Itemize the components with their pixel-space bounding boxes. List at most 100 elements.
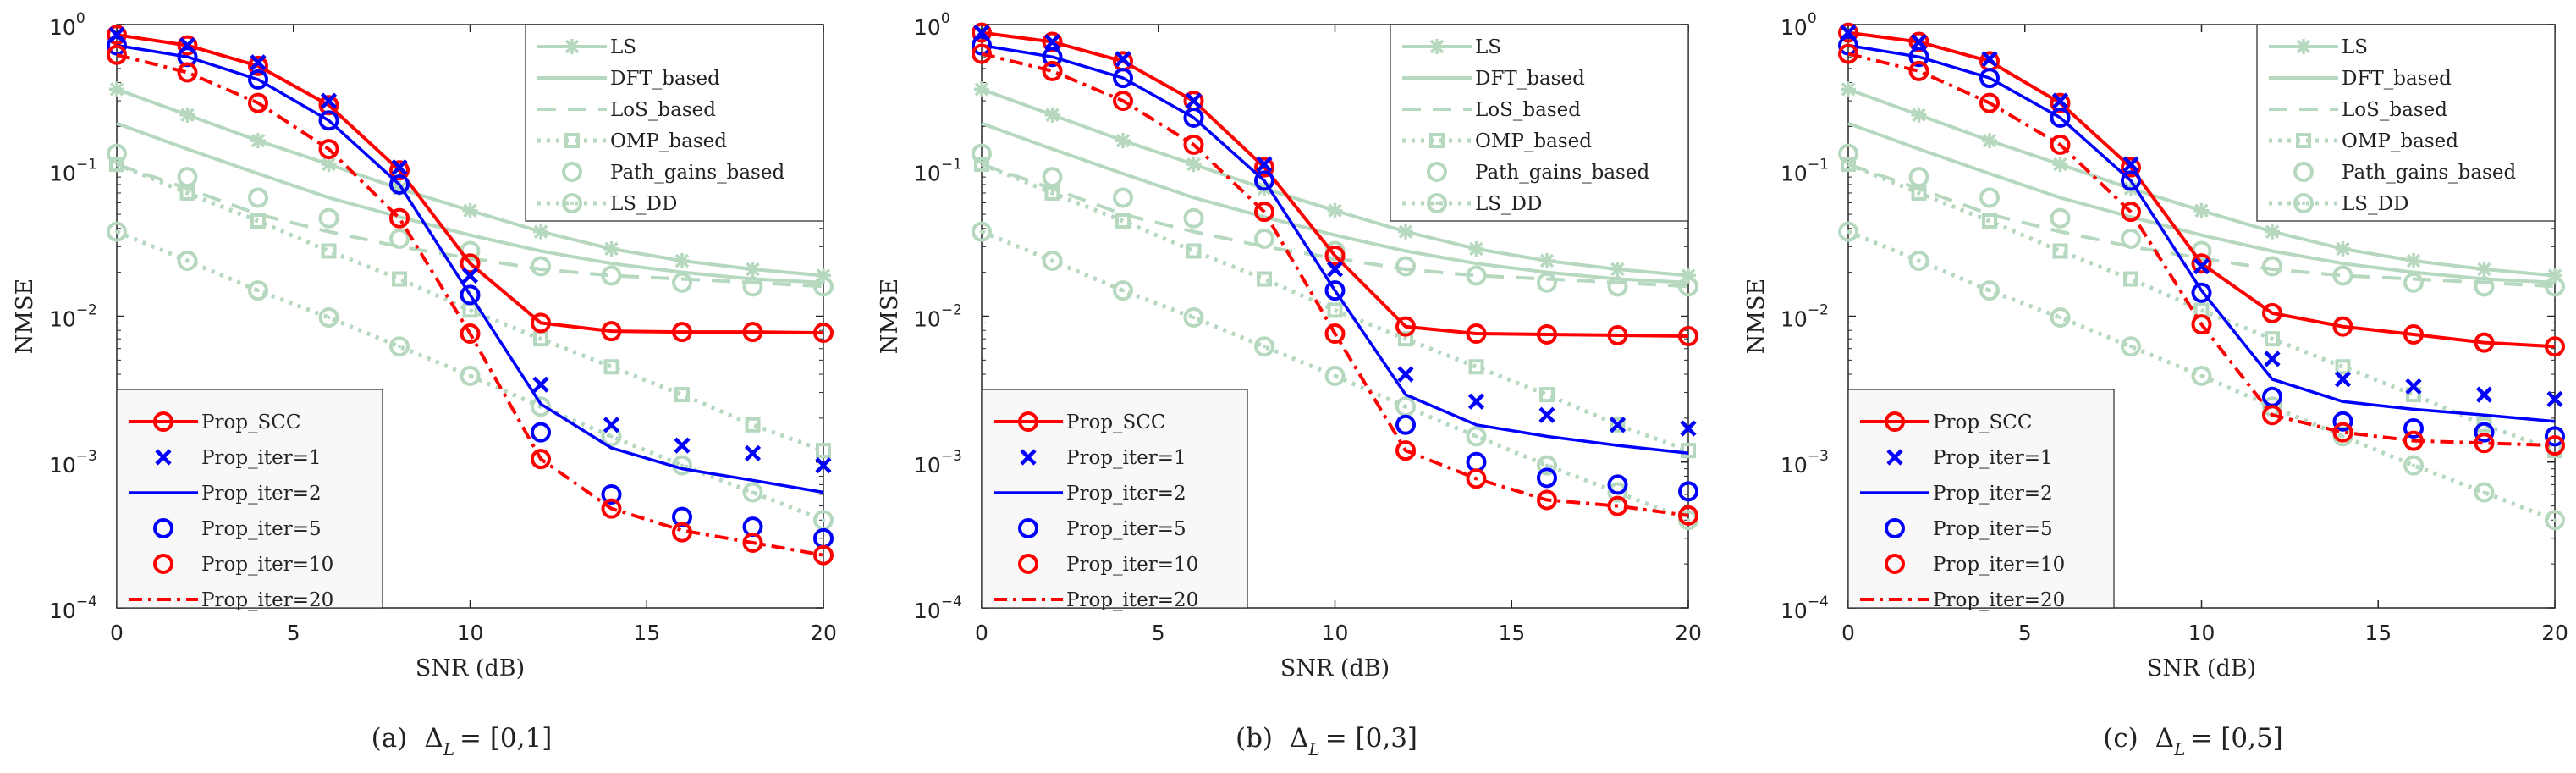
data-point-marker: [672, 322, 692, 343]
data-point-marker-dot: [1404, 405, 1407, 409]
data-point-marker: [2052, 157, 2068, 173]
data-point-marker-dot: [980, 229, 983, 234]
data-point-marker: [2050, 107, 2071, 128]
data-point-marker: [2265, 224, 2280, 240]
data-point-marker: [531, 256, 551, 277]
data-point-marker: [2050, 92, 2071, 113]
data-point-marker: [248, 187, 268, 208]
data-point-marker: [389, 174, 410, 195]
legend-marker: [562, 193, 582, 213]
y-tick-exponent: 0: [76, 10, 85, 27]
data-point-marker-dot: [1333, 373, 1337, 378]
data-point-marker: [2193, 202, 2210, 218]
data-point-marker-dot: [1263, 345, 1266, 349]
y-tick-label: 10−4: [914, 594, 962, 623]
y-axis-label: NMSE: [877, 279, 903, 354]
data-point-marker: [674, 253, 690, 269]
y-tick-base: 10: [1781, 15, 1808, 40]
data-point-marker: [248, 280, 268, 301]
data-point-marker: [248, 69, 268, 90]
data-point-marker: [1982, 133, 1997, 149]
y-tick-base: 10: [1781, 599, 1808, 623]
data-point-marker: [2121, 336, 2141, 357]
legend-label: LS: [1475, 36, 1501, 58]
data-point-marker: [177, 251, 198, 272]
data-point-marker: [2050, 134, 2071, 155]
data-point-marker: [742, 276, 763, 297]
data-point-marker: [1324, 365, 1346, 386]
data-point-marker: [1254, 157, 1274, 178]
series-prop-iter-1: [108, 26, 832, 474]
data-point-marker: [1183, 307, 1204, 329]
data-point-marker: [2547, 268, 2562, 284]
data-point-marker: [816, 268, 831, 284]
legend-marker: [1885, 554, 1905, 574]
series-ls-dd: [972, 221, 1698, 531]
series-line: [981, 121, 1689, 284]
data-point-marker: [1183, 207, 1204, 229]
legend-label: DFT_based: [2342, 68, 2452, 90]
data-point-marker: [1254, 170, 1274, 191]
legend-label: Path_gains_based: [1475, 162, 1649, 184]
data-point-marker: [601, 265, 622, 286]
y-tick-base: 10: [49, 599, 76, 623]
data-point-marker: [1254, 202, 1274, 223]
data-point-marker: [250, 133, 266, 149]
data-point-marker: [1681, 268, 1696, 284]
data-point-marker: [1185, 92, 1203, 109]
series-line: [1847, 30, 2556, 349]
legend-marker: [153, 518, 173, 538]
caption-subscript: L: [443, 739, 454, 759]
data-point-marker: [1981, 51, 1998, 68]
series-ls: [974, 81, 1696, 284]
data-point-marker: [2335, 240, 2351, 257]
data-point-marker: [2332, 265, 2353, 286]
legend-label: Prop_iter=2: [1066, 483, 1186, 505]
legend-marker: [1429, 39, 1445, 54]
data-point-marker: [250, 213, 266, 229]
data-point-marker: [1537, 489, 1557, 511]
data-point-marker: [1186, 243, 1202, 259]
series-prop-iter-2: [981, 43, 1689, 456]
y-tick-label: 100: [914, 10, 950, 40]
data-point-marker-dot: [2199, 373, 2204, 378]
y-tick-label: 10−2: [914, 302, 962, 332]
legend-label: Prop_iter=2: [1933, 483, 2053, 505]
data-point-marker: [1254, 228, 1274, 249]
data-point-marker: [1838, 221, 1858, 242]
data-point-marker-dot: [1545, 463, 1549, 467]
legend-marker: [564, 39, 580, 54]
data-point-marker: [1911, 107, 1927, 123]
legend-label: LS_DD: [610, 193, 677, 215]
data-point-marker: [107, 35, 127, 56]
y-tick-base: 10: [1781, 453, 1808, 478]
y-tick-label: 10−1: [1781, 156, 1829, 185]
data-point-marker: [2546, 390, 2563, 408]
legend-bottom-left: Prop_SCC Prop_iter=1 Prop_iter=2 Prop_iter=…: [116, 389, 383, 611]
legend-marker: [2293, 162, 2314, 182]
series-prop-iter-20: [116, 52, 824, 557]
data-point-marker: [389, 228, 410, 249]
series-dft-based: [116, 121, 824, 284]
y-axis-label: NMSE: [12, 279, 38, 354]
legend-marker: [1885, 411, 1905, 432]
data-point-marker: [1466, 323, 1487, 345]
x-tick-label: 10: [2188, 621, 2215, 645]
data-point-marker: [1610, 417, 1626, 433]
x-tick-label: 5: [287, 621, 300, 645]
data-point-marker: [1678, 276, 1698, 297]
data-point-marker: [974, 81, 989, 97]
data-point-marker: [2123, 271, 2138, 287]
legend-label: DFT_based: [610, 68, 720, 90]
data-point-marker: [1113, 68, 1133, 89]
data-point-marker-dot: [1847, 229, 1850, 234]
data-point-marker: [601, 498, 622, 519]
data-point-marker: [742, 322, 763, 343]
data-point-marker: [1467, 393, 1485, 410]
data-point-marker: [672, 272, 692, 293]
data-point-marker: [1395, 414, 1416, 435]
series-ls-dd: [107, 221, 834, 531]
data-point-marker: [531, 422, 551, 443]
series-line: [1847, 121, 2556, 284]
data-point-marker: [2545, 426, 2565, 447]
